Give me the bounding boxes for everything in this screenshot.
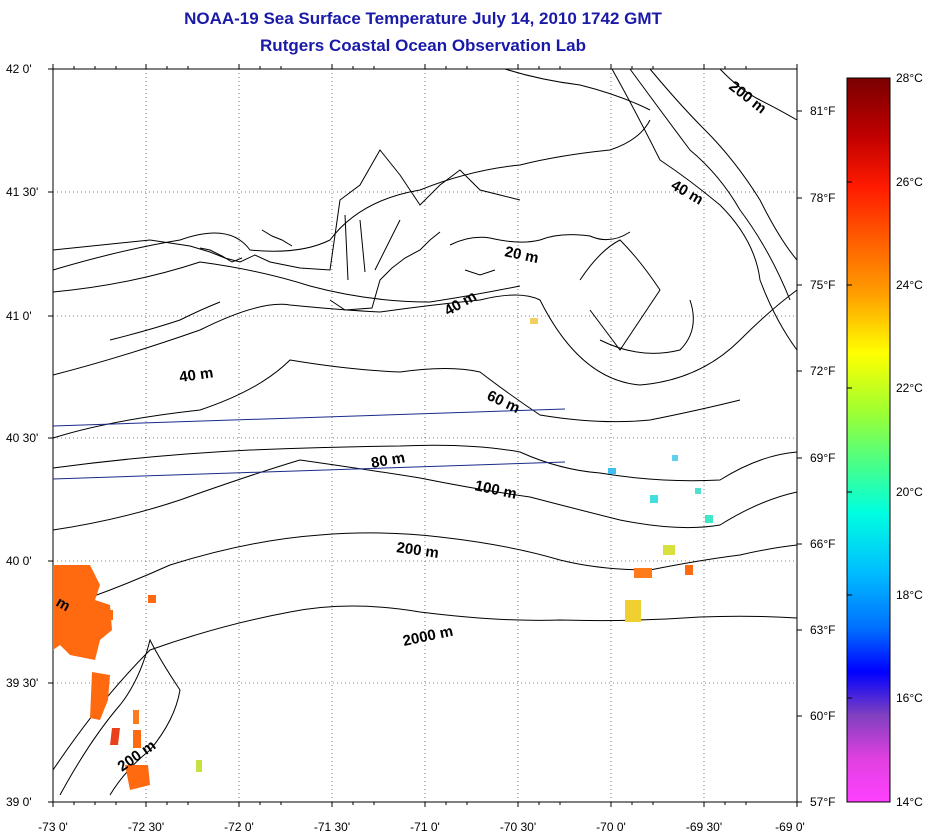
grid-lines: [53, 69, 797, 802]
lon-label: -69 30': [686, 820, 722, 834]
map-title: NOAA-19 Sea Surface Temperature July 14,…: [184, 9, 662, 28]
fahrenheit-label: 63°F: [810, 623, 835, 637]
sst-data: [53, 318, 713, 790]
map-frame: [52, 68, 798, 803]
lon-label: -70 0': [596, 820, 626, 834]
depth-contours: [52, 68, 798, 796]
fahrenheit-label: 66°F: [810, 537, 835, 551]
celsius-label: 24°C: [896, 278, 923, 292]
lon-label: -70 30': [500, 820, 536, 834]
fahrenheit-labels: 81°F 78°F 75°F 72°F 69°F 66°F 63°F 60°F …: [810, 104, 835, 809]
fahrenheit-label: 57°F: [810, 795, 835, 809]
fahrenheit-label: 75°F: [810, 278, 835, 292]
axis-ticks: [48, 64, 802, 807]
celsius-labels: 28°C 26°C 24°C 22°C 20°C 18°C 16°C 14°C: [896, 71, 923, 809]
contour-label: 20 m: [503, 243, 540, 267]
lon-label: -69 0': [775, 820, 805, 834]
coastline: [52, 149, 694, 354]
celsius-label: 16°C: [896, 691, 923, 705]
lat-label: 39 0': [6, 795, 32, 809]
celsius-label: 28°C: [896, 71, 923, 85]
fahrenheit-label: 69°F: [810, 451, 835, 465]
celsius-label: 18°C: [896, 588, 923, 602]
contour-label: 200 m: [395, 539, 439, 562]
colorbar: [846, 77, 891, 803]
fahrenheit-label: 72°F: [810, 364, 835, 378]
lat-label: 40 0': [6, 554, 32, 568]
fahrenheit-label: 78°F: [810, 191, 835, 205]
lat-label: 41 30': [6, 185, 38, 199]
latitude-labels: 42 0' 41 30' 41 0' 40 30' 40 0' 39 30' 3…: [6, 62, 38, 809]
lon-label: -71 30': [314, 820, 350, 834]
lat-label: 41 0': [6, 309, 32, 323]
celsius-label: 20°C: [896, 485, 923, 499]
lat-label: 40 30': [6, 431, 38, 445]
fahrenheit-label: 81°F: [810, 104, 835, 118]
map-subtitle: Rutgers Coastal Ocean Observation Lab: [260, 36, 586, 55]
contour-label: 40 m: [178, 364, 214, 386]
fahrenheit-label: 60°F: [810, 709, 835, 723]
lon-label: -73 0': [38, 820, 68, 834]
colorbar-ticks: [847, 181, 852, 699]
celsius-label: 22°C: [896, 381, 923, 395]
ship-tracks: [52, 408, 566, 480]
lon-label: -72 30': [128, 820, 164, 834]
longitude-labels: -73 0' -72 30' -72 0' -71 30' -71 0' -70…: [38, 820, 805, 834]
lat-label: 42 0': [6, 62, 32, 76]
lon-label: -71 0': [410, 820, 440, 834]
celsius-label: 14°C: [896, 795, 923, 809]
celsius-label: 26°C: [896, 175, 923, 189]
lon-label: -72 0': [224, 820, 254, 834]
lat-label: 39 30': [6, 676, 38, 690]
contour-label: 80 m: [370, 449, 407, 472]
